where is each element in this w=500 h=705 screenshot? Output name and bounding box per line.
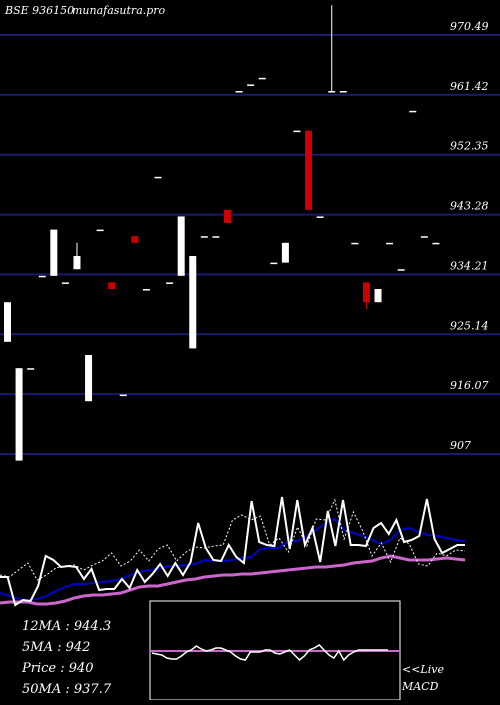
- candle-body: [96, 229, 104, 232]
- stat-ma12: 12MA : 944.3: [22, 619, 111, 634]
- candle-body: [247, 84, 255, 86]
- candle-body: [15, 368, 23, 461]
- y-tick-label: 943.28: [450, 200, 489, 213]
- candle-body: [270, 262, 278, 265]
- candlestick-series: [4, 5, 440, 461]
- candle-body: [281, 242, 289, 263]
- candle-body: [316, 216, 324, 218]
- y-tick-label: 970.49: [450, 20, 489, 33]
- candle-body: [85, 355, 93, 402]
- y-tick-label: 907: [450, 439, 471, 452]
- moving-average-series: [0, 496, 466, 607]
- y-tick-label: 925.14: [450, 319, 489, 332]
- candle-body: [166, 282, 174, 284]
- symbol-label: BSE 936150: [4, 4, 74, 17]
- stat-ma5: 5MA : 942: [22, 640, 90, 655]
- candle-body: [362, 282, 370, 303]
- ma-fast-line: [0, 498, 466, 581]
- ma-slow-line: [0, 554, 466, 606]
- candle-body: [293, 130, 301, 133]
- candle-body: [38, 275, 46, 278]
- candle-body: [189, 256, 197, 349]
- candle-body: [119, 394, 127, 397]
- macd-label: MACD: [401, 680, 439, 693]
- candle-body: [235, 91, 243, 93]
- candle-body: [27, 368, 35, 370]
- price-grid: [0, 34, 500, 455]
- candle-body: [351, 242, 359, 245]
- candle-body: [61, 282, 69, 284]
- price-axis-ticks: 970.49 961.42 952.35 943.28 934.21 925.14 916.…: [450, 20, 489, 452]
- candle-body: [50, 229, 58, 276]
- candle-body: [328, 91, 336, 93]
- candle-body: [224, 209, 231, 224]
- candle-body: [212, 236, 220, 238]
- candle-body: [131, 236, 139, 243]
- y-tick-label: 934.21: [450, 259, 489, 272]
- candle-body: [432, 242, 440, 245]
- candle-body: [374, 289, 382, 303]
- y-tick-label: 916.07: [450, 379, 489, 392]
- candle-body: [397, 269, 405, 271]
- candle-body: [339, 91, 347, 93]
- y-tick-label: 961.42: [450, 80, 489, 93]
- candle-body: [386, 242, 394, 245]
- stat-ma50: 50MA : 937.7: [22, 682, 112, 697]
- candle-body: [305, 130, 313, 210]
- macd-live-label: <<Live: [402, 663, 444, 676]
- price-line: [0, 496, 465, 607]
- candle-body: [420, 236, 428, 238]
- site-label: munafasutra.pro: [72, 4, 166, 17]
- ma-mid-line: [0, 517, 466, 602]
- candle-body: [4, 302, 11, 342]
- macd-line: [151, 644, 388, 662]
- candle-body: [177, 216, 185, 276]
- y-tick-label: 952.35: [450, 140, 489, 153]
- candle-body: [142, 289, 150, 291]
- macd-panel: [149, 600, 401, 701]
- candle-body: [200, 236, 208, 238]
- candle-body: [154, 176, 162, 179]
- candle-body: [258, 77, 266, 80]
- stat-price: Price : 940: [21, 661, 94, 676]
- candle-body: [108, 282, 116, 290]
- candle-body: [409, 110, 417, 113]
- candle-body: [73, 256, 81, 270]
